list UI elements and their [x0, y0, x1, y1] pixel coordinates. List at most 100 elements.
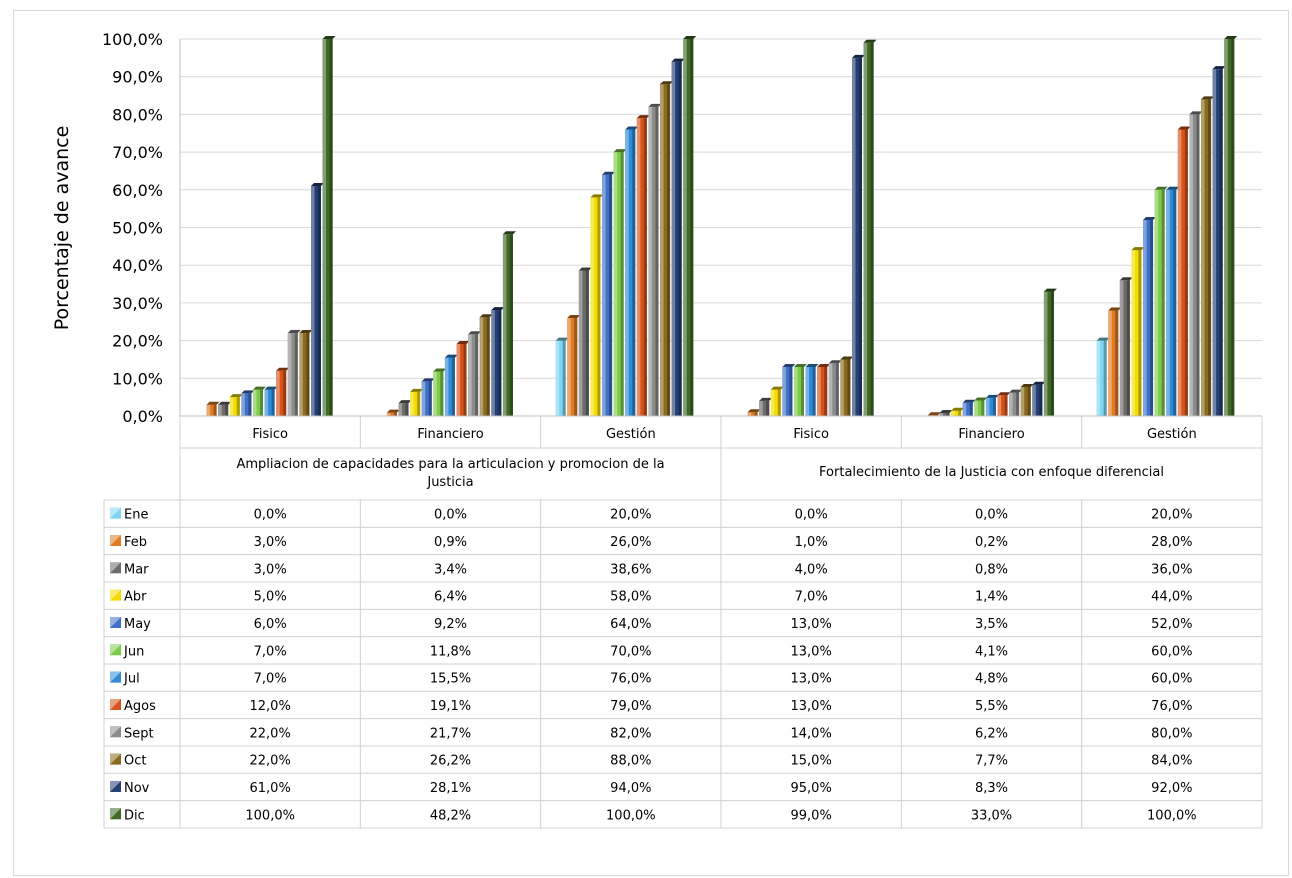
data-label: 88,0%	[610, 754, 651, 769]
bar-body	[468, 334, 479, 416]
bar-highlight	[502, 234, 507, 416]
bar-body	[433, 371, 444, 416]
bar-top	[636, 115, 650, 119]
bar-shadow	[1184, 129, 1188, 417]
bar-top	[927, 412, 941, 416]
bar-body	[567, 317, 578, 416]
bar-body	[671, 61, 682, 417]
bar-highlight	[1212, 69, 1217, 416]
bar	[974, 397, 988, 416]
legend-key-highlight	[110, 562, 121, 574]
bar-top	[794, 363, 807, 367]
bar-top	[468, 331, 482, 335]
bar	[747, 409, 761, 416]
bar-highlight	[625, 129, 629, 417]
data-label: 79,0%	[610, 699, 651, 714]
bar-body	[770, 389, 781, 416]
bar-body	[264, 389, 275, 416]
bar-shadow	[597, 197, 601, 416]
bar-body	[852, 57, 862, 416]
bar-highlight	[567, 317, 571, 416]
y-tick-label: 20,0%	[112, 332, 163, 351]
bar-top	[590, 194, 604, 198]
bar-highlight	[1201, 99, 1205, 416]
legend-label: Ene	[124, 508, 148, 523]
data-label: 5,0%	[254, 590, 287, 605]
bar-highlight	[398, 403, 403, 416]
bar-top	[311, 183, 324, 187]
data-label: 100,0%	[606, 808, 656, 823]
bar-highlight	[962, 402, 967, 416]
y-tick-label: 10,0%	[112, 369, 163, 388]
bar	[1177, 126, 1191, 417]
bar-top	[974, 397, 988, 401]
bar-body	[1224, 39, 1235, 416]
bar-top	[951, 407, 965, 411]
bar	[770, 386, 784, 416]
bar-shadow	[213, 404, 217, 416]
bar-body	[1108, 310, 1119, 416]
bar-highlight	[1131, 250, 1135, 416]
bar	[671, 58, 685, 417]
bar	[1212, 66, 1226, 416]
data-label: 61,0%	[250, 781, 291, 796]
y-tick-label: 70,0%	[112, 143, 163, 162]
bar-shadow	[236, 397, 240, 416]
bar-shadow	[859, 57, 862, 416]
bar-top	[287, 330, 301, 334]
bar-shadow	[1126, 280, 1130, 416]
bar	[817, 363, 831, 416]
bar-top	[421, 378, 435, 382]
bar	[1131, 247, 1145, 416]
bar-top	[805, 363, 819, 367]
bar	[264, 386, 278, 416]
data-label: 1,0%	[795, 535, 828, 550]
bar	[1043, 288, 1057, 416]
bar-shadow	[754, 412, 758, 416]
bar	[276, 367, 290, 416]
bar-shadow	[969, 402, 973, 416]
bar	[805, 363, 819, 416]
bar-body	[1096, 340, 1107, 416]
data-label: 36,0%	[1151, 562, 1192, 577]
data-label: 9,2%	[434, 617, 467, 632]
bar-body	[311, 186, 321, 416]
bar	[997, 392, 1011, 416]
y-tick-label: 100,0%	[102, 30, 163, 49]
bar-shadow	[1027, 386, 1031, 416]
data-label: 15,0%	[791, 754, 832, 769]
bar-highlight	[1108, 310, 1112, 416]
bar-shadow	[789, 366, 793, 416]
bar	[410, 388, 424, 416]
bar-body	[1131, 250, 1142, 416]
bar-top	[782, 363, 796, 367]
data-label: 0,0%	[434, 508, 467, 523]
bar-top	[1043, 288, 1057, 292]
bar	[863, 39, 877, 417]
data-label: 52,0%	[1151, 617, 1192, 632]
bar-shadow	[1039, 384, 1043, 416]
y-tick-label: 80,0%	[112, 105, 163, 124]
bar-body	[1020, 386, 1031, 416]
bar-highlight	[602, 174, 606, 416]
bar	[241, 390, 255, 416]
data-label: 15,5%	[430, 672, 471, 687]
bar	[1020, 383, 1034, 416]
data-label: 70,0%	[610, 644, 651, 659]
bar-highlight	[613, 152, 618, 416]
bar-highlight	[264, 389, 269, 416]
bar-body	[840, 359, 851, 416]
bar-highlight	[287, 333, 292, 416]
bar-top	[299, 330, 313, 334]
bar-body	[997, 395, 1008, 416]
bar-body	[410, 391, 421, 416]
bar-body	[590, 197, 601, 416]
data-label: 38,6%	[610, 562, 651, 577]
bar-top	[433, 368, 447, 372]
bar-body	[974, 400, 985, 416]
bar-highlight	[456, 343, 461, 416]
bar-body	[444, 357, 455, 416]
bar-highlight	[1032, 384, 1036, 416]
bar-shadow	[475, 334, 479, 416]
